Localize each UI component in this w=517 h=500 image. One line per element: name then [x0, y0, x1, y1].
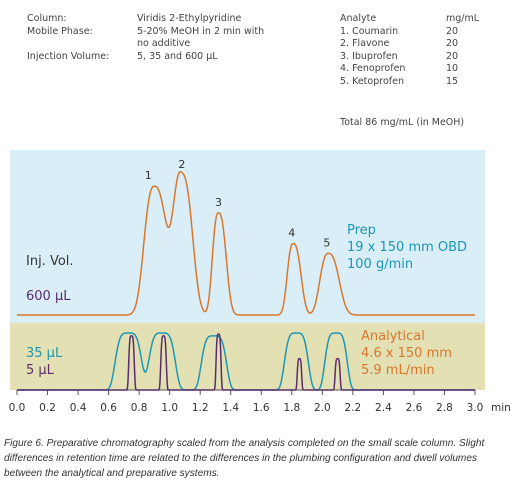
analytical-35-label: 35 µL: [26, 346, 63, 361]
analyte-row: 3. Ibuprofen 20: [340, 51, 510, 64]
analytical-title: Analytical: [361, 329, 425, 344]
condition-row: Mobile Phase: 5-20% MeOH in 2 min with: [27, 26, 327, 39]
x-tick-label: 0.2: [39, 402, 56, 414]
x-axis: 0.0 0.2 0.4 0.6 0.8 1.0 1.2 1.4 1.6 1.8 2.0 2.2 2.4 2…: [9, 389, 511, 414]
x-tick-label: 0.0: [9, 402, 26, 414]
x-tick-label: 2.6: [406, 402, 423, 414]
analyte-name: 2. Flavone: [340, 38, 390, 50]
prep-volume-label: 600 µL: [26, 289, 71, 304]
analytical-5-label: 5 µL: [26, 363, 55, 378]
x-unit-label: min: [491, 402, 511, 414]
condition-row: Injection Volume: 5, 35 and 600 µL: [27, 51, 327, 64]
condition-value: Viridis 2-Ethylpyridine: [137, 13, 242, 24]
analyte-name: 3. Ibuprofen: [340, 50, 398, 62]
condition-value: no additive: [137, 38, 191, 50]
series-line-analytical_5: [17, 333, 475, 391]
peak-label: 2: [178, 158, 185, 171]
x-tick-label: 2.0: [314, 402, 331, 414]
analyte-total: Total 86 mg/mL (in MeOH): [340, 117, 465, 128]
analyte-row: 1. Coumarin 20: [340, 26, 510, 39]
inj-vol-label: Inj. Vol.: [26, 254, 74, 269]
analyte-concentration: 20: [446, 50, 459, 62]
x-tick-label: 0.4: [70, 402, 87, 414]
analytical-flow: 5.9 mL/min: [361, 363, 435, 378]
x-tick-label: 2.8: [436, 402, 453, 414]
x-tick-label: 1.8: [283, 402, 300, 414]
x-tick-label: 0.6: [100, 402, 117, 414]
condition-row: no additive: [27, 38, 327, 51]
conditions-block: Column: Viridis 2-Ethylpyridine Mobile Pha…: [27, 13, 327, 63]
analyte-name: 4. Fenoprofen: [340, 63, 406, 75]
peak-label: 3: [215, 196, 222, 209]
analyte-row: 5. Ketoprofen 15: [340, 76, 510, 89]
prep-flow: 100 g/min: [347, 257, 413, 272]
condition-value: 5-20% MeOH in 2 min with: [137, 25, 265, 37]
analyte-concentration: 20: [446, 25, 459, 37]
analyte-table-header: Analyte mg/mL: [340, 13, 510, 26]
unit-header: mg/mL: [446, 13, 480, 24]
analyte-name: 5. Ketoprofen: [340, 75, 404, 87]
peak-label: 1: [145, 169, 152, 182]
analyte-concentration: 10: [446, 63, 459, 75]
x-tick-label: 1.2: [192, 402, 209, 414]
analyte-name: 1. Coumarin: [340, 25, 399, 37]
condition-label: Column:: [27, 13, 67, 24]
analyte-concentration: 20: [446, 38, 459, 50]
analyte-row: 4. Fenoprofen 10: [340, 63, 510, 76]
chromatogram-chart: 0.0 0.2 0.4 0.6 0.8 1.0 1.2 1.4 1.6 1.8 2.0 2.2 2.4 2…: [9, 150, 511, 414]
x-tick-label: 2.4: [375, 402, 392, 414]
x-tick-label: 2.2: [345, 402, 362, 414]
x-tick-label: 1.4: [222, 402, 239, 414]
prep-column: 19 x 150 mm OBD: [347, 240, 467, 255]
condition-value: 5, 35 and 600 µL: [137, 50, 218, 62]
peak-label: 5: [323, 236, 330, 249]
prep-panel-bg: [10, 150, 485, 323]
series-line-prep: [17, 170, 475, 316]
peak-labels: 1 2 3 4 5: [145, 158, 331, 249]
x-tick-label: 1.0: [161, 402, 178, 414]
prep-title: Prep: [347, 223, 376, 238]
analytical-panel-bg: [10, 323, 485, 390]
analytical-column: 4.6 x 150 mm: [361, 346, 452, 361]
condition-label: Mobile Phase:: [27, 25, 93, 37]
x-tick-label: 3.0: [467, 402, 484, 414]
analyte-table: Analyte mg/mL 1. Coumarin 20 2. Flavone 20 3…: [340, 13, 510, 89]
peak-label: 4: [288, 227, 295, 240]
figure-caption: Figure 6. Preparative chromatography sca…: [4, 438, 485, 479]
x-tick-label: 1.6: [253, 402, 270, 414]
analyte-header: Analyte: [340, 13, 377, 24]
condition-label: Injection Volume:: [27, 50, 110, 62]
analyte-concentration: 15: [446, 75, 459, 87]
condition-row: Column: Viridis 2-Ethylpyridine: [27, 13, 327, 26]
x-tick-label: 0.8: [131, 402, 148, 414]
series-layer: [17, 170, 475, 391]
analyte-row: 2. Flavone 20: [340, 38, 510, 51]
